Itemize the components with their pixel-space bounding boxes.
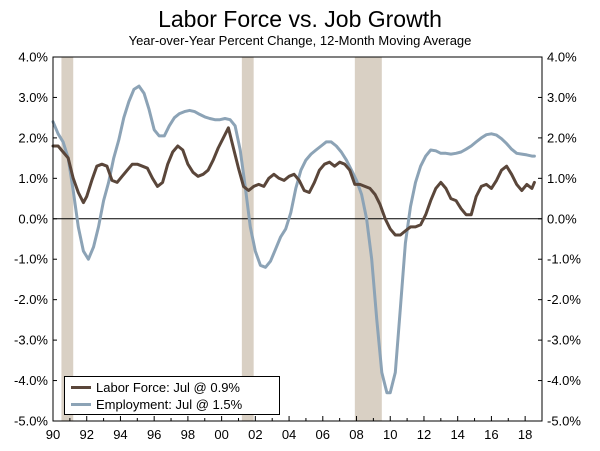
series-line-employment bbox=[51, 84, 536, 395]
series-lines bbox=[51, 84, 536, 395]
x-axis-ticks: 90 92 94 96 98 00 02 04 06 08 10 12 14 16 18 bbox=[46, 416, 543, 442]
legend-item-labor-force: Labor Force: Jul @ 0.9% bbox=[71, 379, 240, 396]
x-tick-label: 02 bbox=[248, 427, 262, 442]
x-tick-label: 98 bbox=[181, 427, 195, 442]
recession-band-0 bbox=[61, 57, 74, 421]
y-tick-label-left: 1.0% bbox=[18, 171, 48, 186]
y-tick-label-left: -1.0% bbox=[14, 252, 48, 267]
recession-bands bbox=[61, 57, 382, 421]
y-axis-right-ticks: 4.0% 3.0% 2.0% 1.0% 0.0% -1.0% -2.0% -3.0% -4.0%… bbox=[538, 50, 581, 429]
x-tick-label: 00 bbox=[214, 427, 228, 442]
x-tick-label: 12 bbox=[417, 427, 431, 442]
plot-frame bbox=[52, 56, 543, 422]
legend-label-labor-force: Labor Force: Jul @ 0.9% bbox=[96, 380, 240, 395]
x-tick-label: 16 bbox=[484, 427, 498, 442]
y-tick-label-right: -3.0% bbox=[547, 333, 581, 348]
series-line-labor-force bbox=[51, 126, 536, 237]
x-tick-label: 08 bbox=[349, 427, 363, 442]
y-tick-label-left: -2.0% bbox=[14, 292, 48, 307]
x-tick-label: 06 bbox=[316, 427, 330, 442]
chart-subtitle: Year-over-Year Percent Change, 12-Month … bbox=[128, 33, 472, 48]
y-tick-label-left: -4.0% bbox=[14, 373, 48, 388]
y-tick-label-right: 1.0% bbox=[547, 171, 577, 186]
y-tick-label-left: 2.0% bbox=[18, 130, 48, 145]
legend-swatch-labor-force bbox=[71, 386, 91, 389]
y-tick-label-right: 2.0% bbox=[547, 130, 577, 145]
y-tick-label-right: -4.0% bbox=[547, 373, 581, 388]
y-tick-label-left: 0.0% bbox=[18, 211, 48, 226]
x-tick-label: 90 bbox=[46, 427, 60, 442]
y-tick-label-right: 3.0% bbox=[547, 90, 577, 105]
chart-legend: Labor Force: Jul @ 0.9% Employment: Jul … bbox=[64, 376, 280, 415]
legend-swatch-employment bbox=[71, 403, 91, 406]
y-tick-label-left: 3.0% bbox=[18, 90, 48, 105]
x-tick-label: 94 bbox=[113, 427, 127, 442]
x-tick-label: 92 bbox=[79, 427, 93, 442]
y-tick-label-right: 4.0% bbox=[547, 50, 577, 65]
y-tick-label-left: -5.0% bbox=[14, 414, 48, 429]
y-tick-label-left: -3.0% bbox=[14, 333, 48, 348]
y-tick-label-right: -5.0% bbox=[547, 414, 581, 429]
legend-item-employment: Employment: Jul @ 1.5% bbox=[71, 396, 242, 413]
x-tick-label: 04 bbox=[282, 427, 296, 442]
x-tick-label: 14 bbox=[450, 427, 464, 442]
chart-title: Labor Force vs. Job Growth bbox=[158, 6, 442, 32]
recession-band-1 bbox=[241, 57, 254, 421]
x-tick-label: 96 bbox=[147, 427, 161, 442]
y-tick-label-right: -1.0% bbox=[547, 252, 581, 267]
y-tick-label-right: -2.0% bbox=[547, 292, 581, 307]
y-axis-left-ticks: 4.0% 3.0% 2.0% 1.0% 0.0% -1.0% -2.0% -3.0% -4.0%… bbox=[14, 50, 57, 429]
x-tick-label: 18 bbox=[518, 427, 532, 442]
y-tick-label-left: 4.0% bbox=[18, 50, 48, 65]
legend-label-employment: Employment: Jul @ 1.5% bbox=[96, 397, 243, 412]
x-tick-label: 10 bbox=[383, 427, 397, 442]
y-tick-label-right: 0.0% bbox=[547, 211, 577, 226]
